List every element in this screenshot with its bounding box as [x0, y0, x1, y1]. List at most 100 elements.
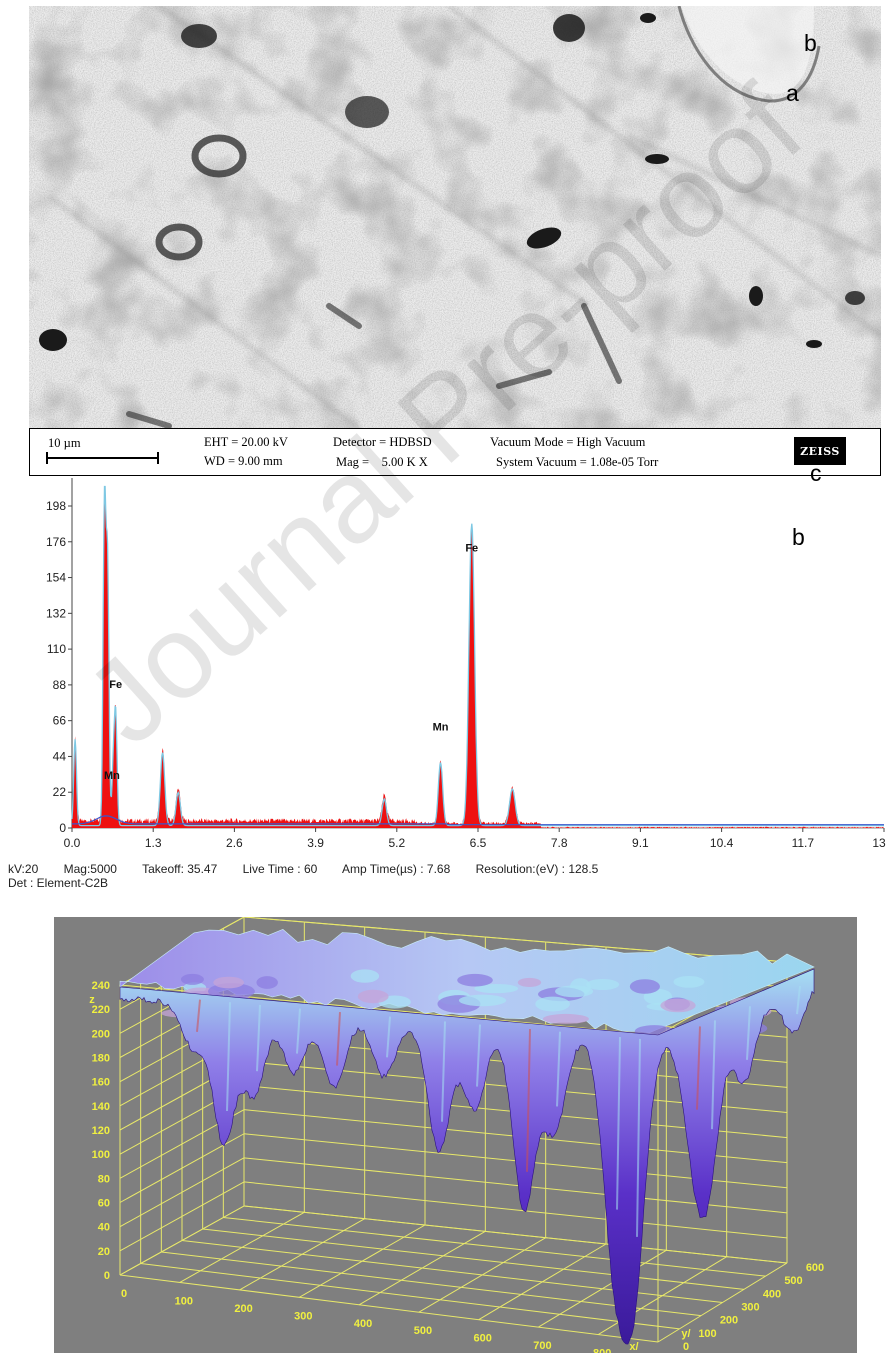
- live-time-value: Live Time : 60: [242, 862, 318, 876]
- y-tick-label: 88: [53, 678, 67, 692]
- z-axis-label: z: [89, 994, 95, 1006]
- x-tick-label: 10.4: [710, 836, 734, 850]
- surface-highlight: [256, 1004, 261, 1072]
- resolution-value: Resolution:(eV) : 128.5: [475, 862, 599, 876]
- spectrum-envelope: [71, 485, 884, 827]
- y-tick-label: 44: [53, 749, 67, 763]
- y-tick-label: 110: [47, 642, 66, 656]
- z-tick-label: 120: [92, 1125, 110, 1137]
- vacuum-mode-value: Vacuum Mode = High Vacuum: [490, 435, 646, 449]
- surface-highlight: [226, 1002, 231, 1112]
- surface-highlight: [526, 1029, 531, 1172]
- surface-highlight: [441, 1021, 446, 1122]
- surface-bump: [535, 996, 570, 1012]
- eds-peak-labels: Fe Mn Mn Fe: [104, 543, 478, 783]
- surface-bump: [213, 976, 244, 989]
- surface-highlight: [796, 985, 801, 1015]
- surface-bump: [180, 973, 204, 985]
- surface-highlight: [696, 1026, 701, 1110]
- wd-value: WD = 9.00 mm: [204, 454, 283, 468]
- surface-bump: [629, 979, 660, 994]
- surface-highlight: [616, 1037, 621, 1210]
- surface-bump: [474, 983, 519, 994]
- sem-micrograph: [29, 6, 881, 428]
- x-tick-label: 100: [175, 1295, 193, 1307]
- mag-value-eds: Mag:5000: [63, 862, 117, 876]
- x-tick-label: 700: [533, 1340, 551, 1352]
- grid-line: [223, 1217, 766, 1277]
- surface-highlight: [746, 1006, 751, 1060]
- grid-line: [243, 1157, 788, 1214]
- x-tick-label: 9.1: [632, 836, 649, 850]
- surface-highlight: [386, 1016, 391, 1058]
- eds-spectrum-fill: [71, 485, 884, 828]
- surface-bump: [673, 975, 705, 988]
- eds-spectrum-chart: 0 22 44 66 88 110 132 154 176 198 0.0 1.3 2.6 3.9 5.2 6…: [46, 478, 886, 850]
- y-tick-label: 198: [46, 499, 66, 513]
- scale-bar-label: 10 µm: [48, 436, 81, 450]
- z-tick-label: 60: [98, 1198, 110, 1210]
- panel-label-b: b: [792, 524, 805, 550]
- y-tick-label: 300: [741, 1302, 759, 1314]
- peak-label: Fe: [109, 679, 122, 691]
- y-tick-label: 500: [784, 1275, 802, 1287]
- mag-value: Mag = 5.00 K X: [336, 455, 428, 469]
- z-tick-label: 240: [92, 980, 110, 992]
- scale-bar: [46, 452, 159, 464]
- surface-highlight: [711, 1020, 716, 1130]
- y-tick-label: 400: [763, 1288, 781, 1300]
- sem-info-bar: 10 µm EHT = 20.00 kV WD = 9.00 mm Detect…: [29, 428, 881, 476]
- surface-highlight: [196, 999, 201, 1032]
- surface-tick-labels: 0 20 40 60 80 100 120 140 160 180 200 220 240 z 0 100 20…: [89, 980, 824, 1353]
- x-tick-label: 3.9: [307, 836, 324, 850]
- y-tick-label: 200: [720, 1315, 738, 1327]
- y-axis-label: y/: [681, 1328, 690, 1340]
- y-tick-label: 100: [698, 1328, 716, 1340]
- z-tick-label: 220: [92, 1004, 110, 1016]
- surface-bump: [458, 994, 507, 1007]
- x-tick-label: 200: [234, 1303, 252, 1315]
- x-tick-label: 1.3: [145, 836, 162, 850]
- x-tick-label: 0.0: [64, 836, 81, 850]
- frame-edge: [243, 917, 788, 963]
- surface-bump: [586, 978, 620, 991]
- y-tick-label: 132: [46, 606, 66, 620]
- eds-acquisition-info: kV:20 Mag:5000 Takeoff: 35.47 Live Time …: [8, 862, 620, 890]
- x-tick-label: 2.6: [226, 836, 243, 850]
- z-tick-label: 20: [98, 1246, 110, 1258]
- grid-line: [140, 1263, 680, 1330]
- surface-highlight: [296, 1008, 301, 1054]
- x-tick-label: 500: [414, 1325, 432, 1337]
- surface-bump: [357, 989, 389, 1004]
- x-tick-label: 7.8: [551, 836, 568, 850]
- grid-line: [119, 1274, 659, 1343]
- takeoff-value: Takeoff: 35.47: [142, 862, 218, 876]
- y-tick-label: 0: [59, 821, 66, 835]
- surface-highlight: [476, 1024, 481, 1087]
- eht-value: EHT = 20.00 kV: [204, 435, 288, 449]
- background-fit: [72, 815, 884, 826]
- panel-label-c-top: c: [810, 460, 822, 486]
- surface-highlight: [336, 1012, 341, 1066]
- detector-value: Detector = HDBSD: [333, 435, 432, 449]
- detector-name: Det : Element-C2B: [8, 876, 109, 890]
- y-tick-label: 154: [46, 571, 66, 585]
- surface-highlight: [636, 1038, 641, 1237]
- surface-3d-chart: 0 20 40 60 80 100 120 140 160 180 200 220 240 z 0 100 20…: [54, 917, 857, 1353]
- peak-label: Mn: [433, 721, 449, 733]
- y-tick-label: 176: [46, 535, 66, 549]
- z-tick-label: 0: [104, 1270, 110, 1282]
- y-tick-label: 600: [806, 1262, 824, 1274]
- system-vacuum-value: System Vacuum = 1.08e-05 Torr: [496, 455, 659, 469]
- surface-bump: [660, 998, 696, 1013]
- grid-line: [243, 1181, 788, 1239]
- z-tick-label: 80: [98, 1173, 110, 1185]
- peak-label: Mn: [104, 770, 120, 782]
- x-tick-label: 300: [294, 1310, 312, 1322]
- grid-line: [161, 1251, 702, 1317]
- surface-highlight: [556, 1031, 561, 1107]
- y-tick-label: 66: [53, 714, 67, 728]
- peak-label: Fe: [465, 543, 478, 555]
- sem-image: [29, 6, 881, 428]
- panel-label-b-top: b: [804, 30, 817, 56]
